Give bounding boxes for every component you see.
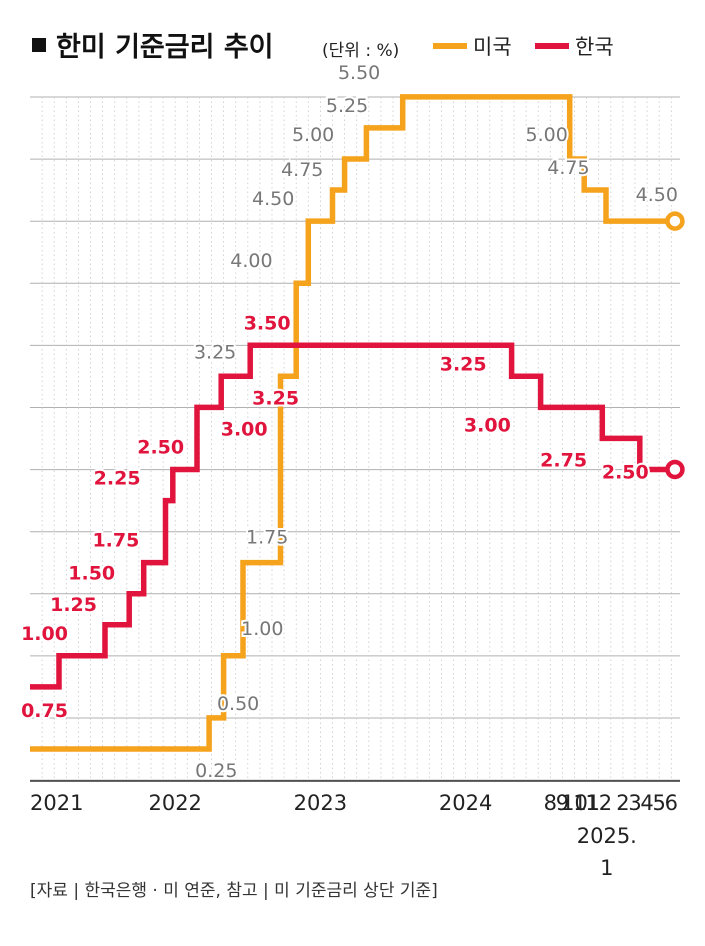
x-tick-label: 9 — [556, 791, 569, 815]
x-tick-label: 2 — [616, 791, 629, 815]
data-label: 0.50 — [217, 693, 259, 715]
data-label: 4.50 — [636, 184, 678, 206]
x-tick-label: 2024 — [439, 791, 492, 815]
x-tick-label: 5 — [653, 791, 666, 815]
data-label: 2.50 — [137, 437, 184, 459]
x-tick-label: 2022 — [148, 791, 201, 815]
legend-label-1: 한국 — [575, 35, 614, 59]
series-endpoint-0 — [665, 211, 685, 231]
gridlines — [30, 96, 680, 782]
data-label: 3.50 — [244, 312, 291, 334]
x-tick-label-month: 1 — [600, 856, 613, 880]
data-label: 4.00 — [230, 250, 272, 272]
series-endpoint-1 — [665, 459, 685, 480]
data-label: 5.00 — [526, 124, 568, 146]
data-label: 1.00 — [241, 618, 283, 640]
data-label: 5.50 — [338, 62, 380, 84]
legend: 미국 한국 — [433, 35, 614, 59]
x-tick-label: 12 — [585, 791, 612, 815]
data-label: 1.00 — [21, 623, 68, 645]
data-label: 1.75 — [92, 530, 139, 552]
data-labels: 0.25 0.50 1.00 1.75 3.25 4.00 4.50 4.75 5.00 5.25… — [19, 60, 680, 784]
x-tick-label: 2023 — [294, 791, 347, 815]
x-tick-label-year: 2025. — [577, 824, 637, 848]
data-label: 2.25 — [94, 468, 141, 490]
data-label: 1.25 — [50, 594, 97, 616]
x-tick-label: 6 — [665, 791, 678, 815]
data-label: 3.00 — [464, 414, 511, 436]
x-tick-label: 4 — [640, 791, 653, 815]
data-label: 4.75 — [547, 157, 589, 179]
unit-label: (단위 : %) — [322, 41, 399, 61]
x-tick-label: 10 — [561, 791, 588, 815]
x-tick-label: 3 — [628, 791, 641, 815]
data-label: 1.50 — [68, 563, 115, 585]
data-label: 4.50 — [252, 188, 294, 210]
data-label: 1.75 — [246, 527, 288, 549]
data-label: 3.25 — [194, 341, 236, 363]
data-label: 0.75 — [21, 700, 68, 722]
x-tick-label: 8 — [544, 791, 557, 815]
data-label: 5.25 — [326, 95, 368, 117]
x-tick-label: 11 — [573, 791, 600, 815]
data-label: 2.75 — [540, 449, 587, 471]
source-note: [자료 | 한국은행 · 미 연준, 참고 | 미 기준금리 상단 기준] — [30, 881, 438, 901]
chart-title: 한미 기준금리 추이 — [56, 32, 274, 63]
series-lines — [30, 94, 685, 752]
title-bullet — [32, 38, 46, 52]
data-label: 3.00 — [221, 418, 268, 440]
data-label: 3.25 — [440, 353, 487, 375]
data-label: 3.25 — [252, 387, 299, 409]
data-label: 5.00 — [292, 124, 334, 146]
series-line-1 — [30, 342, 675, 690]
data-label: 4.75 — [281, 159, 323, 181]
legend-label-0: 미국 — [473, 35, 512, 59]
series-line-0 — [30, 94, 675, 752]
data-label: 0.25 — [195, 760, 237, 782]
x-tick-label: 2021 — [30, 791, 83, 815]
data-label: 2.50 — [602, 462, 649, 484]
